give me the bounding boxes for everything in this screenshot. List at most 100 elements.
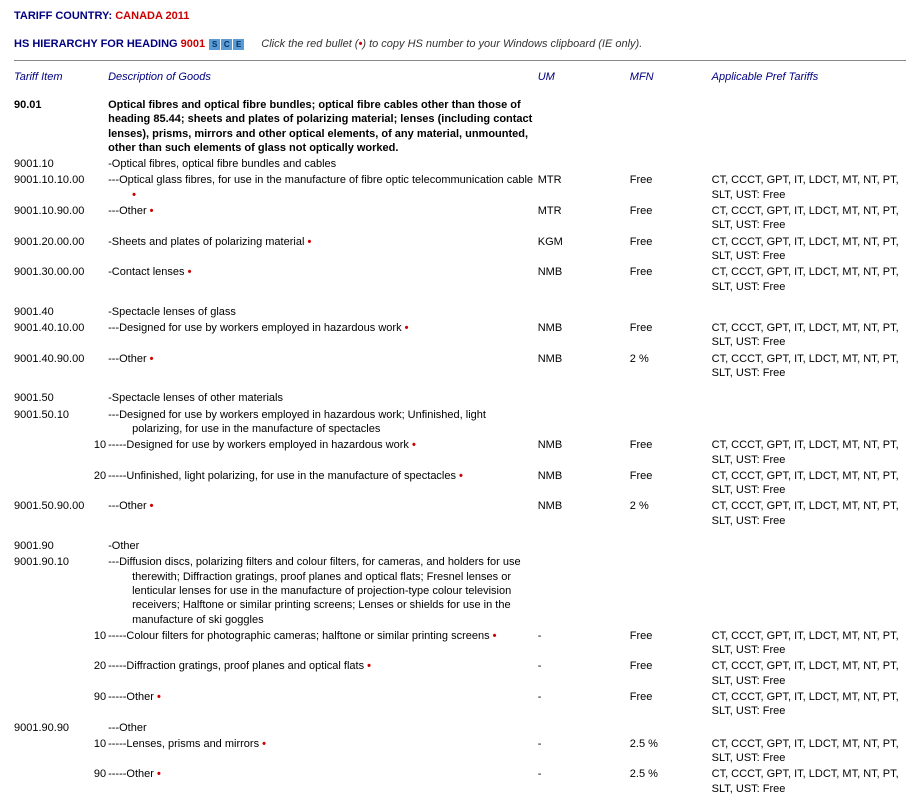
hierarchy-label: HS HIERARCHY FOR HEADING (14, 38, 178, 50)
cell-um (538, 529, 630, 554)
cell-description: Optical fibres and optical fibre bundles… (108, 97, 538, 156)
cell-tariff-item: 9001.10 (14, 156, 108, 172)
cell-pref (712, 381, 906, 406)
table-row: 9001.40.10.00---Designed for use by work… (14, 320, 906, 351)
cell-pref: CT, CCCT, GPT, IT, LDCT, MT, NT, PT, SLT… (712, 468, 906, 499)
cell-pref: CT, CCCT, GPT, IT, LDCT, MT, NT, PT, SLT… (712, 689, 906, 720)
copy-bullet-icon[interactable]: • (402, 322, 409, 334)
cell-pref: CT, CCCT, GPT, IT, LDCT, MT, NT, PT, SLT… (712, 766, 906, 797)
cell-description: ---Designed for use by workers employed … (108, 407, 538, 438)
copy-bullet-icon[interactable]: • (147, 500, 154, 512)
copy-bullet-icon[interactable]: • (185, 266, 192, 278)
cell-description: ---Other • (108, 498, 538, 529)
cell-pref (712, 407, 906, 438)
table-row: 9001.90.90---Other (14, 720, 906, 736)
cell-description: ---Other • (108, 203, 538, 234)
table-row: 10-----Designed for use by workers emplo… (14, 437, 906, 468)
cell-um: NMB (538, 264, 630, 295)
cell-tariff-item: 10 (14, 628, 108, 659)
table-row: 90-----Other •-FreeCT, CCCT, GPT, IT, LD… (14, 689, 906, 720)
table-body: 90.01Optical fibres and optical fibre bu… (14, 97, 906, 797)
cell-um (538, 156, 630, 172)
copy-bullet-icon[interactable]: • (456, 470, 463, 482)
cell-mfn (630, 381, 712, 406)
copy-bullet-icon[interactable]: • (304, 236, 311, 248)
cell-mfn: 2.5 % (630, 736, 712, 767)
tariff-label: TARIFF COUNTRY: (14, 10, 112, 22)
cell-mfn: Free (630, 689, 712, 720)
cell-description: -----Other • (108, 766, 538, 797)
cell-um (538, 97, 630, 156)
cell-tariff-item: 9001.50.10 (14, 407, 108, 438)
clipboard-hint: Click the red bullet (•) to copy HS numb… (261, 38, 642, 50)
c-icon[interactable]: C (221, 39, 232, 50)
cell-um: - (538, 689, 630, 720)
cell-mfn: Free (630, 320, 712, 351)
cell-um: KGM (538, 234, 630, 265)
copy-bullet-icon[interactable]: • (154, 768, 161, 780)
cell-pref (712, 156, 906, 172)
col-um: UM (538, 67, 630, 97)
cell-mfn (630, 97, 712, 156)
cell-mfn: 2 % (630, 498, 712, 529)
cell-mfn: 2.5 % (630, 766, 712, 797)
e-icon[interactable]: E (233, 39, 244, 50)
cell-description: -----Designed for use by workers employe… (108, 437, 538, 468)
copy-bullet-icon[interactable]: • (147, 353, 154, 365)
cell-mfn: Free (630, 437, 712, 468)
table-row: 9001.10-Optical fibres, optical fibre bu… (14, 156, 906, 172)
cell-mfn: 2 % (630, 351, 712, 382)
cell-description: -----Other • (108, 689, 538, 720)
copy-bullet-icon[interactable]: • (259, 738, 266, 750)
table-row: 9001.40-Spectacle lenses of glass (14, 295, 906, 320)
s-icon[interactable]: S (209, 39, 220, 50)
cell-pref: CT, CCCT, GPT, IT, LDCT, MT, NT, PT, SLT… (712, 203, 906, 234)
cell-description: ---Other • (108, 351, 538, 382)
header-hierarchy: HS HIERARCHY FOR HEADING 9001 SCE Click … (14, 38, 906, 50)
divider (14, 60, 906, 61)
cell-description: -Optical fibres, optical fibre bundles a… (108, 156, 538, 172)
copy-bullet-icon[interactable]: • (147, 205, 154, 217)
cell-pref (712, 295, 906, 320)
col-mfn: MFN (630, 67, 712, 97)
cell-description: -Spectacle lenses of glass (108, 295, 538, 320)
cell-mfn: Free (630, 234, 712, 265)
cell-pref: CT, CCCT, GPT, IT, LDCT, MT, NT, PT, SLT… (712, 234, 906, 265)
cell-mfn (630, 156, 712, 172)
cell-description: ---Optical glass fibres, for use in the … (108, 172, 538, 203)
cell-um (538, 381, 630, 406)
cell-mfn (630, 554, 712, 627)
cell-um: NMB (538, 351, 630, 382)
copy-bullet-icon[interactable]: • (490, 630, 497, 642)
copy-bullet-icon[interactable]: • (132, 189, 136, 201)
cell-pref (712, 97, 906, 156)
cell-tariff-item: 9001.20.00.00 (14, 234, 108, 265)
cell-um: MTR (538, 172, 630, 203)
cell-pref: CT, CCCT, GPT, IT, LDCT, MT, NT, PT, SLT… (712, 736, 906, 767)
cell-um (538, 554, 630, 627)
cell-tariff-item: 9001.90.90 (14, 720, 108, 736)
copy-bullet-icon[interactable]: • (154, 691, 161, 703)
table-row: 10-----Lenses, prisms and mirrors •-2.5 … (14, 736, 906, 767)
cell-tariff-item: 20 (14, 468, 108, 499)
copy-bullet-icon[interactable]: • (364, 660, 371, 672)
table-row: 20-----Diffraction gratings, proof plane… (14, 658, 906, 689)
cell-tariff-item: 10 (14, 437, 108, 468)
cell-description: -----Lenses, prisms and mirrors • (108, 736, 538, 767)
table-row: 9001.50.90.00---Other •NMB2 %CT, CCCT, G… (14, 498, 906, 529)
col-description: Description of Goods (108, 67, 538, 97)
cell-description: -Contact lenses • (108, 264, 538, 295)
table-row: 9001.20.00.00-Sheets and plates of polar… (14, 234, 906, 265)
cell-pref (712, 529, 906, 554)
cell-tariff-item: 9001.40.90.00 (14, 351, 108, 382)
col-tariff-item: Tariff Item (14, 67, 108, 97)
cell-pref: CT, CCCT, GPT, IT, LDCT, MT, NT, PT, SLT… (712, 172, 906, 203)
cell-mfn: Free (630, 468, 712, 499)
cell-mfn (630, 407, 712, 438)
table-row: 9001.90-Other (14, 529, 906, 554)
cell-tariff-item: 9001.90.10 (14, 554, 108, 627)
cell-pref: CT, CCCT, GPT, IT, LDCT, MT, NT, PT, SLT… (712, 351, 906, 382)
cell-mfn: Free (630, 264, 712, 295)
copy-bullet-icon[interactable]: • (409, 439, 416, 451)
table-header-row: Tariff Item Description of Goods UM MFN … (14, 67, 906, 97)
